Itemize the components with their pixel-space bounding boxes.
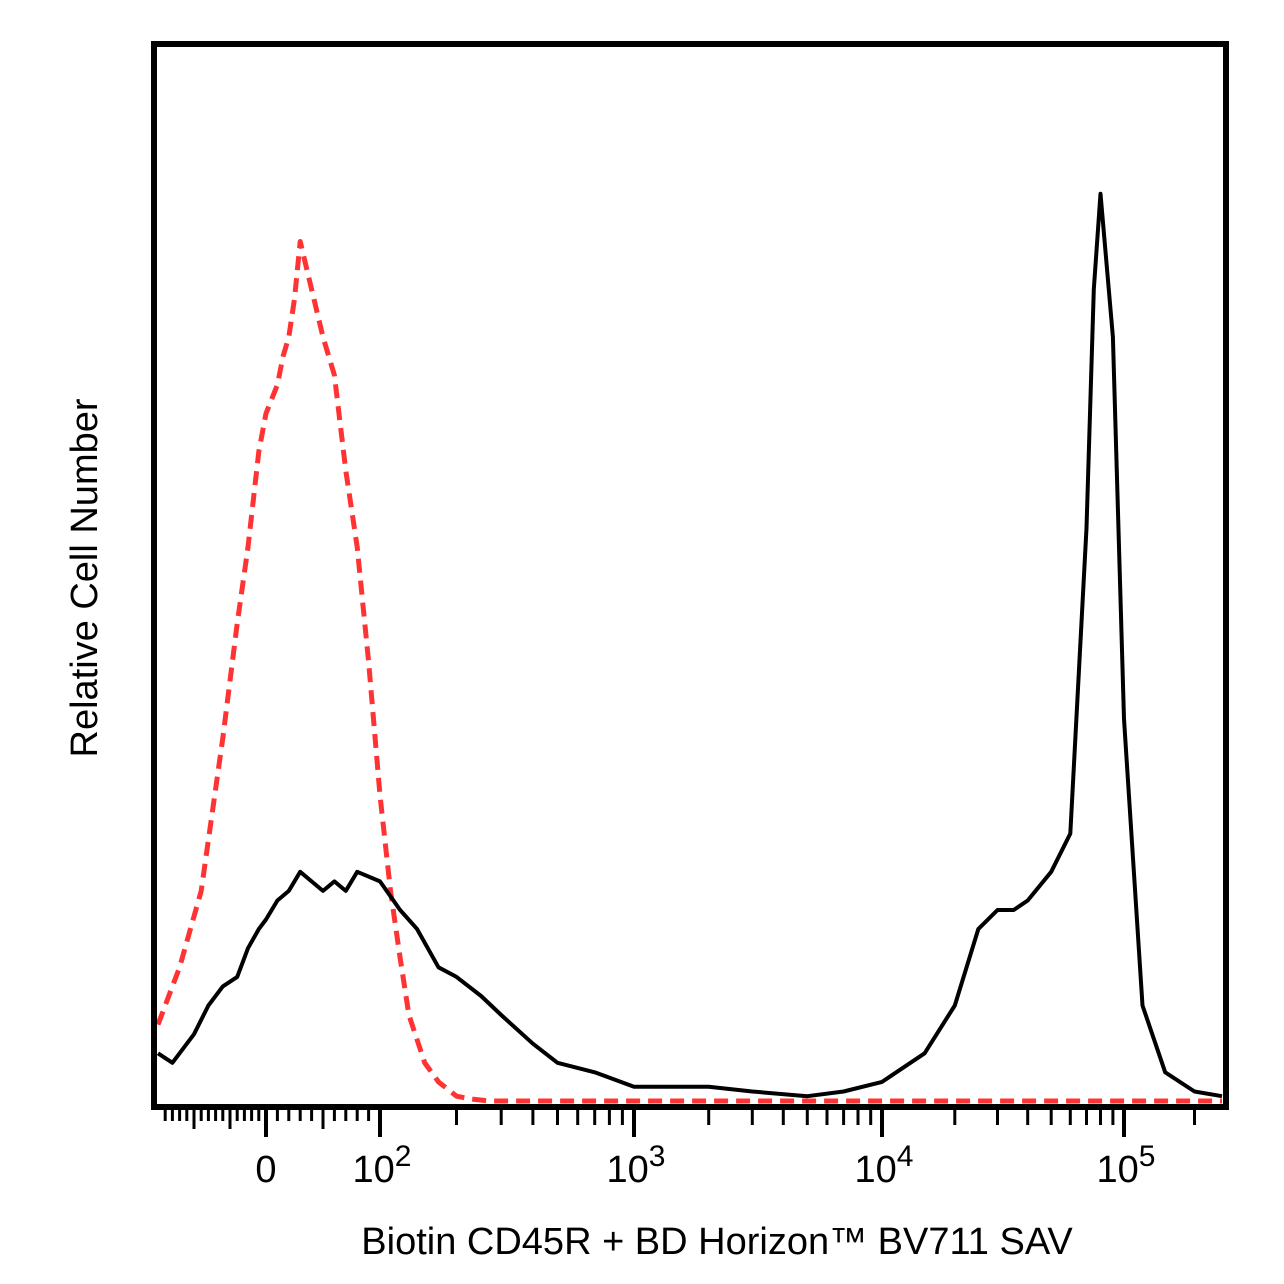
x-tick-label-exponent: 2 [395,1140,412,1173]
x-tick-label: 104 [855,1140,914,1191]
x-tick-label-base: 10 [353,1149,395,1191]
x-tick-label-exponent: 5 [1139,1140,1156,1173]
series-layer [155,191,1223,1104]
x-tick-label: 0 [255,1149,276,1191]
x-tick-label: 102 [353,1140,412,1191]
x-tick-label-exponent: 4 [897,1140,914,1173]
x-tick-label-exponent: 3 [649,1140,666,1173]
x-tick-label-base: 10 [855,1149,897,1191]
x-tick-label: 105 [1097,1140,1156,1191]
x-tick-label-base: 0 [255,1149,276,1191]
x-tick-label-base: 10 [607,1149,649,1191]
series-line-dashed-red [155,239,1222,1104]
y-axis-label: Relative Cell Number [64,398,106,757]
x-tick-label: 103 [607,1140,666,1191]
x-axis-label: Biotin CD45R + BD Horizon™ BV711 SAV [361,1221,1073,1263]
x-axis-tick-labels: 0 102 103 104 105 [255,1140,1155,1191]
plot-frame [151,41,1229,1110]
series-line-solid-black [156,191,1223,1099]
x-axis-minor-ticks [163,1107,1196,1137]
x-tick-label-base: 10 [1097,1149,1139,1191]
